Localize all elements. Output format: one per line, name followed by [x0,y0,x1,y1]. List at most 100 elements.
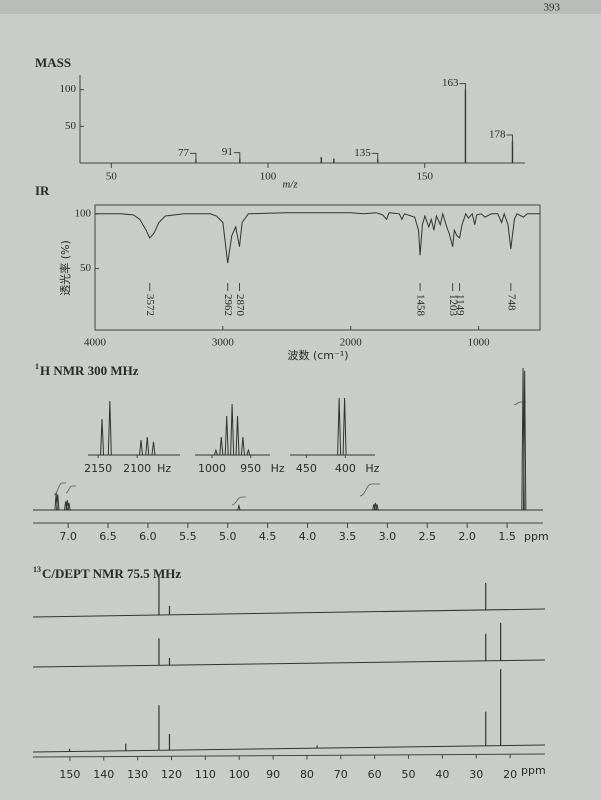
peak-label: 748 [505,294,517,311]
x-tick-label: 110 [195,768,216,781]
x-tick-label: 70 [334,768,348,781]
ir-spectrum [95,211,540,264]
x-axis-label: 波数 (cm⁻¹) [287,349,348,362]
x-tick-label: 140 [93,768,114,781]
inset-peak [230,403,235,456]
peak-label-hook [506,134,513,145]
x-axis [32,753,546,758]
x-tick-label: 3000 [212,337,235,349]
inset-peak [235,415,240,456]
x-axis-label: m/z [282,179,298,191]
x-tick-label: 3.5 [339,530,357,543]
plot-frame [94,204,541,331]
inset-peak [246,448,251,456]
x-tick-label: 6.0 [139,530,157,543]
inset-peak [342,397,347,456]
x-axis-label: ppm [521,764,546,777]
x-tick-label: 120 [161,768,182,781]
x-tick-label: 20 [503,768,517,781]
x-tick-label: 2.0 [458,530,476,543]
x-tick-label: 100 [260,171,277,183]
peak-label: 135 [354,147,371,159]
nmr-peak [56,494,60,511]
inset-x-tick-label: 2100 [123,462,151,475]
integral-curve [359,483,380,497]
inset-peak [100,418,105,456]
peak-label: 2870 [234,294,246,317]
x-tick-label: 2000 [340,337,363,349]
inset-unit: Hz [365,462,379,475]
x-tick-label: 60 [368,768,382,781]
y-tick-label: 100 [60,83,77,95]
inset-peak [213,448,218,456]
x-tick-label: 1000 [468,337,491,349]
inset-peak [337,397,342,456]
integral-curve [513,401,526,406]
peak-label: 1458 [415,294,427,317]
integral-curve [53,482,66,496]
y-tick-label: 100 [75,207,92,219]
y-tick-label: 50 [65,120,77,132]
nmr-peak [67,502,71,511]
x-tick-label: 150 [416,171,433,183]
nmr-peak [237,503,241,511]
x-tick-label: 100 [229,768,250,781]
inset-peak [145,436,150,456]
peak-label-hook [371,152,379,164]
y-tick-label: 50 [80,262,92,274]
panel-baseline [32,608,546,618]
x-tick-label: 4.5 [259,530,277,543]
x-tick-label: 30 [469,768,483,781]
x-tick-label: 40 [435,768,449,781]
x-tick-label: 2.5 [419,530,437,543]
peak-label: 178 [489,129,506,141]
peak-label: 91 [222,146,233,158]
peak-label-hook [233,152,241,163]
peak-label: 1149 [454,294,466,316]
inset-x-tick-label: 2150 [84,462,112,475]
integral-curve [231,496,246,506]
inset-peak [240,436,245,456]
peak-label: 1203 [447,294,459,317]
x-tick-label: 80 [300,768,314,781]
panel-baseline [32,659,546,668]
x-tick-label: 6.5 [99,530,117,543]
x-tick-label: 4000 [84,337,107,349]
integral-curve [65,485,76,494]
x-axis-label: ppm [524,530,549,543]
inset-peak [107,400,112,456]
chart-title-sup: 13 [33,565,41,574]
x-tick-label: 50 [402,768,416,781]
nmr-peak [522,370,527,511]
x-tick-label: 3.0 [379,530,397,543]
inset-x-tick-label: 950 [240,462,261,475]
inset-peak [151,441,156,456]
x-tick-label: 50 [106,171,118,183]
x-tick-label: 1.5 [498,530,516,543]
x-tick-label: 90 [266,768,280,781]
chart-title: MASS [35,55,71,70]
inset-unit: Hz [271,462,285,475]
nmr-peak [375,504,379,511]
y-axis-label: 透光率 (%) [58,240,72,296]
inset-peak [219,436,224,456]
peak-label-hook [189,152,197,164]
inset-x-tick-label: 1000 [198,462,226,475]
inset-peak [139,439,144,456]
inset-peak [224,415,229,456]
x-tick-label: 150 [59,768,80,781]
x-tick-label: 4.0 [299,530,317,543]
x-tick-label: 5.0 [219,530,237,543]
inset-unit: Hz [157,462,171,475]
inset-x-tick-label: 450 [296,462,317,475]
panel-baseline [32,744,546,753]
chart-title: H NMR 300 MHz [40,363,139,378]
x-tick-label: 7.0 [59,530,77,543]
chart-title: IR [35,183,50,198]
page-number: 393 [544,2,561,14]
x-tick-label: 130 [127,768,148,781]
x-tick-label: 5.5 [179,530,197,543]
peak-label: 77 [178,147,190,159]
peak-label: 163 [442,77,459,89]
